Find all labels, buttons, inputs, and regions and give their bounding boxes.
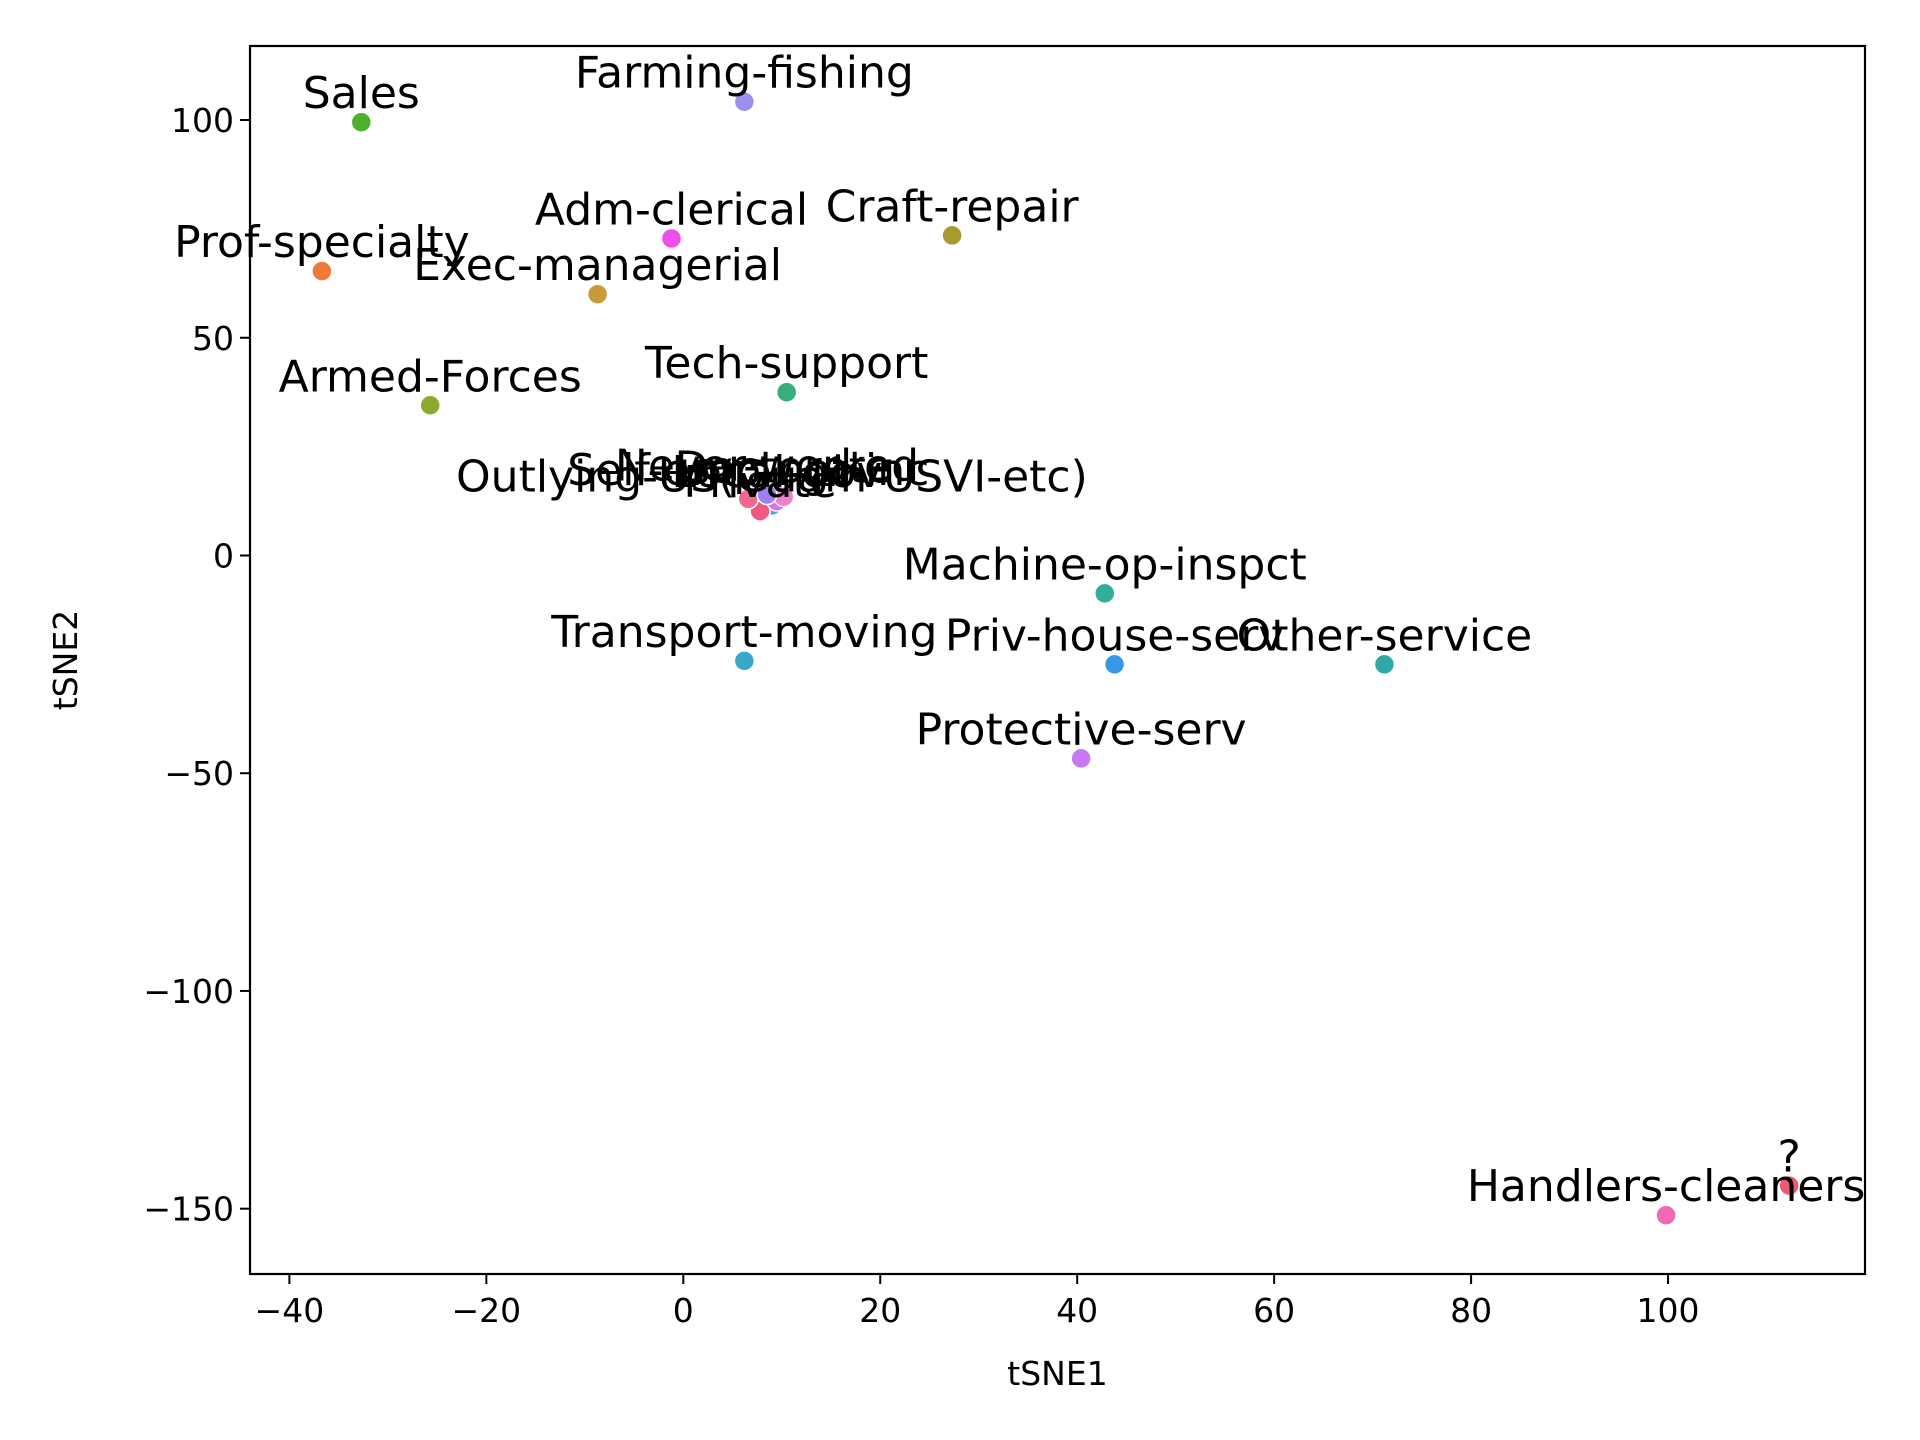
data-point: [1094, 582, 1116, 605]
data-point: [1103, 653, 1126, 676]
data-point: [1655, 1204, 1677, 1226]
data-point-label: Self-emp-not-inc: [567, 445, 929, 496]
data-point-label: Other-service: [1237, 610, 1533, 661]
data-point-label: ?: [1777, 1132, 1800, 1183]
point-labels: Sales Farming-fishing Adm-clerical Craft-re…: [174, 48, 1865, 1212]
data-point-label: Transport-moving: [550, 607, 937, 658]
data-point: [1373, 653, 1396, 676]
x-tick-label: 0: [673, 1291, 694, 1330]
data-point-label: Exec-managerial: [413, 240, 782, 291]
y-tick-label: 100: [171, 101, 234, 140]
y-tick-label: 50: [192, 319, 234, 358]
plot-frame: [248, 44, 1867, 1276]
data-point: [419, 394, 441, 417]
data-point-label: Craft-repair: [826, 181, 1080, 232]
y-tick-label: −100: [143, 972, 234, 1011]
x-tick-label: 40: [1056, 1291, 1098, 1330]
data-point-label: Prof-specialty: [174, 217, 470, 268]
y-axis-label: tSNE2: [46, 610, 85, 710]
y-tick-label: −150: [143, 1190, 234, 1229]
data-point-label: Armed-Forces: [279, 351, 582, 402]
x-tick-label: 80: [1450, 1291, 1492, 1330]
data-point-label: Local-gov: [671, 447, 882, 498]
data-point-label: Handlers-cleaners: [1467, 1161, 1865, 1212]
x-axis-label: tSNE1: [1007, 1354, 1107, 1393]
data-point: [775, 381, 798, 403]
data-point: [941, 224, 963, 247]
data-point-label: Private: [683, 457, 836, 508]
data-point: [733, 90, 756, 113]
data-point: [756, 483, 778, 506]
x-tick-label: −20: [452, 1291, 522, 1330]
data-point: [1070, 747, 1092, 770]
y-tick-label: 0: [213, 536, 234, 575]
data-point: [1778, 1174, 1800, 1197]
y-tick-label: −50: [164, 754, 234, 793]
data-point: [733, 650, 756, 672]
data-point: [311, 260, 333, 282]
data-point: [586, 283, 609, 305]
x-axis-ticks: −40 −20 0 20 40 60 80 100: [255, 1274, 1700, 1330]
data-point-label: Doctorate: [674, 443, 893, 494]
x-tick-label: 60: [1253, 1291, 1295, 1330]
data-point-label: Sales: [303, 68, 420, 119]
data-point: [350, 111, 373, 133]
data-point-label: Farming-fishing: [575, 48, 914, 99]
data-point: [660, 227, 683, 250]
data-point-label: Never-worked: [615, 441, 919, 492]
x-tick-label: 20: [859, 1291, 901, 1330]
x-tick-label: −40: [255, 1291, 325, 1330]
data-point-label: Tech-support: [644, 338, 928, 389]
data-point-label: Adm-clerical: [535, 184, 808, 235]
x-tick-label: 100: [1637, 1291, 1700, 1330]
data-point-label: Machine-op-inspct: [903, 539, 1307, 590]
data-point-label: Outlying-US(Guam-USVI-etc): [456, 451, 1088, 502]
data-point-label: Priv-house-serv: [945, 610, 1285, 661]
plot-marks: [311, 90, 1800, 1226]
data-point-label: Protective-serv: [916, 704, 1247, 755]
y-axis-ticks: −150 −100 −50 0 50 100: [143, 101, 250, 1229]
